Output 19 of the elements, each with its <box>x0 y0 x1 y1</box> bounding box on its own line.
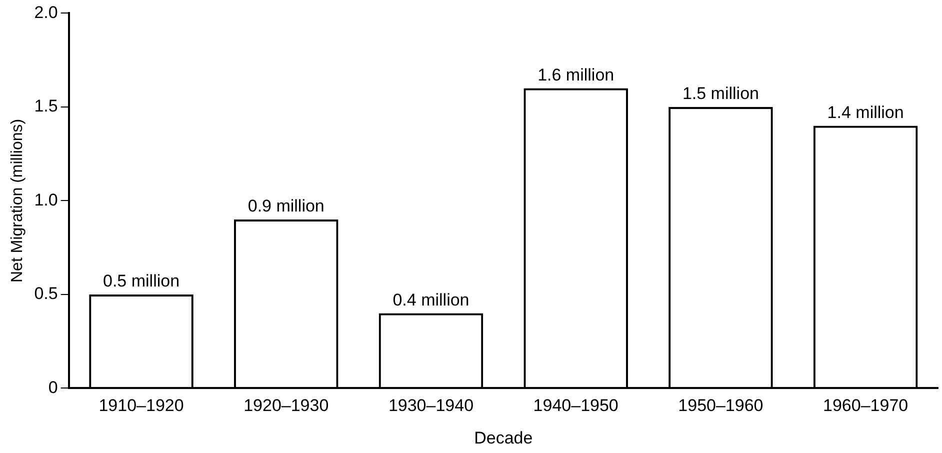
data-label: 1.6 million <box>538 65 614 84</box>
data-label: 0.5 million <box>102 272 180 291</box>
y-axis-title: Net Migration (millions) <box>9 118 26 282</box>
data-label: 1.4 million <box>827 102 904 122</box>
y-tick-label: 1.0 <box>34 190 58 210</box>
x-tick-label: 1960–1970 <box>823 396 908 416</box>
x-tick-label: 1910–1920 <box>98 396 184 416</box>
data-label: 0.9 million <box>248 196 324 216</box>
y-tick-label: 1.5 <box>34 96 58 116</box>
x-axis-title: Decade <box>474 428 533 448</box>
x-tick-label: 1940–1950 <box>533 396 618 416</box>
x-tick-label: 1920–1930 <box>244 396 329 416</box>
data-label: 0.4 million <box>392 290 470 310</box>
y-tick-label: 2.0 <box>34 2 58 22</box>
y-tick-label: 0 <box>48 378 58 397</box>
x-tick-label: 1950–1960 <box>678 396 764 416</box>
x-tick-label: 1930–1940 <box>388 396 474 416</box>
y-tick-label: 0.5 <box>34 284 58 304</box>
data-label: 1.5 million <box>682 84 759 104</box>
